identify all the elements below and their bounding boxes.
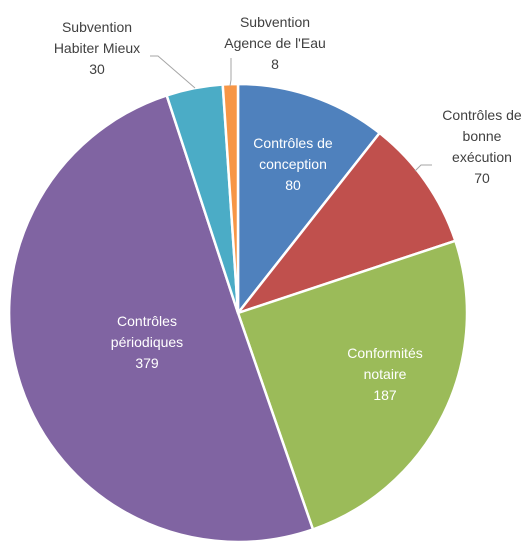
slice-label-4: Subvention Habiter Mieux 30 [54,19,140,77]
slice-label-0: Contrôles de conception 80 [253,135,333,193]
slice-label-3: Contrôles périodiques 379 [111,313,183,371]
pie-slice-1 [236,131,457,315]
leader-line-5 [229,58,232,87]
pie-slice-2 [236,239,469,531]
slice-value: 80 [285,177,301,193]
slice-name-line: Subvention [62,19,132,35]
slice-name-line: périodiques [111,334,183,350]
slice-name-line: Contrôles de [442,107,522,123]
slice-name-line: conception [259,156,327,172]
pie-slices [7,82,469,541]
slice-name-line: exécution [452,149,512,165]
slice-label-2: Conformités notaire 187 [347,345,422,403]
slice-name-line: notaire [364,366,407,382]
pie-slice-0 [236,82,381,315]
slice-labels: Contrôles de conception 80 Contrôles de bonn… [54,14,522,403]
slice-value: 70 [474,170,490,186]
slice-name-line: Agence de l'Eau [224,35,326,51]
slice-name-line: Conformités [347,345,422,361]
leader-line-4 [150,55,196,89]
slice-name-line: Contrôles [117,313,177,329]
slice-name-line: Contrôles de [253,135,333,151]
slice-value: 30 [89,61,105,77]
leader-line-1 [414,164,432,172]
slice-label-1: Contrôles de bonne exécution 70 [442,107,522,186]
slice-value: 187 [373,387,397,403]
slice-value: 379 [135,355,159,371]
slice-name-line: Subvention [240,14,310,30]
slice-name-line: bonne [463,128,502,144]
pie-slice-3 [7,94,315,541]
leader-lines [150,55,432,172]
slice-value: 8 [271,56,279,72]
slice-name-line: Habiter Mieux [54,40,140,56]
slice-label-5: Subvention Agence de l'Eau 8 [224,14,326,72]
